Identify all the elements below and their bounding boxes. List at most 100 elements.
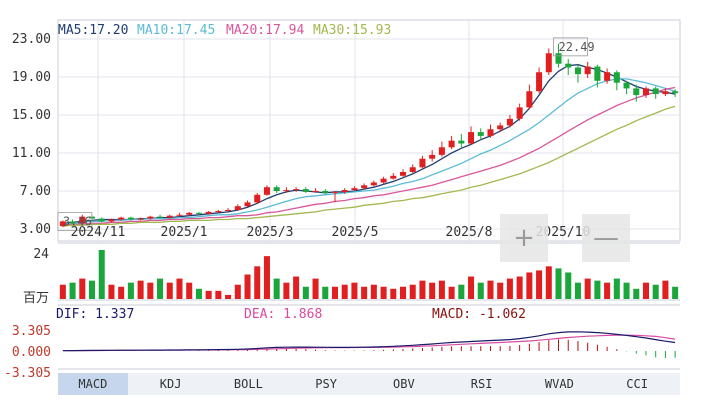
candle-body (108, 219, 115, 222)
tab-boll[interactable]: BOLL (213, 373, 284, 395)
plus-icon: + (513, 223, 535, 253)
volume-bar (584, 278, 591, 299)
macd-tick: 0.000 (12, 345, 51, 360)
candle-body (341, 190, 348, 192)
candle-body (623, 82, 630, 89)
price-tick: 11.00 (12, 146, 51, 161)
candle-body (254, 194, 261, 203)
volume-bar (506, 278, 513, 299)
volume-bar (244, 274, 251, 299)
candle-body (409, 167, 416, 172)
ma10-line (62, 78, 676, 225)
candle-body (176, 214, 183, 216)
candle-body (157, 216, 164, 218)
candle-body (419, 158, 426, 168)
candle-body (225, 210, 232, 211)
volume-bar (118, 286, 125, 299)
volume-bar (322, 286, 329, 299)
candle-body (594, 66, 601, 81)
volume-bar (458, 284, 465, 299)
candle-body (273, 187, 280, 191)
tab-macd[interactable]: MACD (58, 373, 128, 395)
macd-tick: 3.305 (12, 324, 51, 339)
candle-body (283, 190, 290, 192)
candle-body (458, 140, 465, 144)
tab-cci[interactable]: CCI (602, 373, 672, 395)
candle-body (487, 129, 494, 136)
volume-bar (234, 284, 241, 299)
volume-bar (623, 282, 630, 299)
candlesticks: 22.49 3.46 (57, 37, 679, 231)
macd-tick: -3.305 (4, 366, 51, 381)
ma30-line (62, 105, 676, 227)
volume-bar (127, 282, 134, 299)
candle-body (516, 107, 523, 119)
candle-body (390, 175, 397, 179)
ma5-line (62, 64, 676, 224)
candle-body (234, 206, 241, 210)
date-tick: 2025/5 (332, 225, 379, 240)
tab-psy[interactable]: PSY (291, 373, 361, 395)
dif-label: DIF: 1.337 (56, 307, 134, 322)
volume-bar (565, 272, 572, 299)
volume-bars (59, 250, 679, 299)
volume-bar (147, 282, 154, 299)
candle-body (429, 154, 436, 159)
volume-bar (79, 278, 86, 299)
volume-bar (293, 276, 300, 299)
tab-kdj[interactable]: KDJ (135, 373, 206, 395)
volume-bar (604, 282, 611, 299)
macd-value-label: MACD: -1.062 (432, 307, 526, 322)
volume-bar (409, 284, 416, 299)
tab-rsi[interactable]: RSI (446, 373, 517, 395)
candle-body (565, 63, 572, 68)
candle-body (79, 216, 86, 224)
volume-bar (273, 278, 280, 299)
volume-bar (419, 280, 426, 299)
candle-body (263, 187, 270, 195)
ma30-legend: MA30:15.93 (313, 23, 391, 38)
volume-bar (361, 286, 368, 299)
volume-bar (302, 286, 309, 299)
candle-body (662, 91, 669, 95)
volume-bar (380, 286, 387, 299)
ma5-legend: MA5:17.20 (58, 23, 128, 38)
date-tick: 2025/10 (536, 225, 591, 240)
volume-bar (331, 286, 338, 299)
candle-body (98, 218, 105, 222)
zoom-in-button[interactable]: + (500, 214, 548, 262)
volume-bar (613, 278, 620, 299)
volume-bar (254, 266, 261, 299)
price-tick: 7.00 (20, 184, 51, 199)
price-tick: 19.00 (12, 70, 51, 85)
date-tick: 2024/11 (71, 225, 126, 240)
volume-bar (108, 284, 115, 299)
candle-body (555, 53, 562, 64)
candle-body (361, 185, 368, 189)
volume-bar (594, 280, 601, 299)
candle-body (400, 172, 407, 176)
zoom-out-button[interactable]: — (582, 214, 630, 262)
volume-bar (263, 256, 270, 299)
candle-body (506, 118, 513, 126)
volume-unit-label: 百万 (23, 291, 49, 306)
volume-bar (468, 276, 475, 299)
ma20-legend: MA20:17.94 (226, 23, 304, 38)
volume-bar (477, 282, 484, 299)
candle-body (672, 91, 679, 94)
candle-body (59, 221, 66, 227)
tab-obv[interactable]: OBV (369, 373, 439, 395)
candle-body (584, 66, 591, 75)
tab-wvad[interactable]: WVAD (524, 373, 595, 395)
candle-body (574, 67, 581, 75)
volume-bar (545, 266, 552, 299)
volume-bar (312, 278, 319, 299)
volume-bar (438, 280, 445, 299)
price-tick: 15.00 (12, 108, 51, 123)
volume-bar (497, 282, 504, 299)
volume-bar (215, 290, 222, 299)
dea-line (62, 334, 676, 352)
volume-bar (516, 276, 523, 299)
date-tick: 2025/1 (161, 225, 208, 240)
